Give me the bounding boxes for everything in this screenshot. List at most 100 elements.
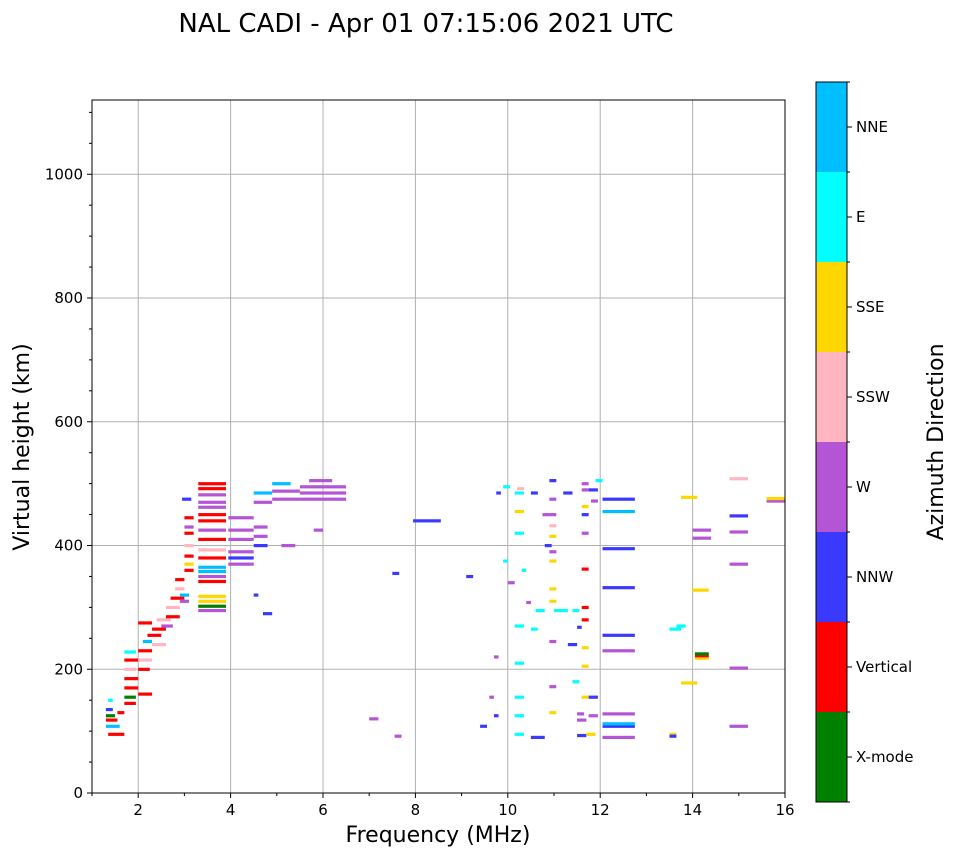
echo-segment-sse [549,711,557,715]
echo-segment-sse [766,496,785,501]
echo-segment-vertical [198,537,226,542]
echo-segment-nnw [729,514,749,518]
echo-segment-x-mode [124,695,136,699]
echo-segment-e [503,485,511,489]
y-tick-label: 200 [54,660,83,678]
echo-segment-sse [549,599,557,603]
echo-segment-nnw [602,724,635,728]
echo-segment-nnw [182,497,192,501]
echo-segment-vertical [105,718,118,722]
data-segments [105,477,785,740]
echo-segment-nnw [262,612,273,616]
echo-segment-vertical [138,621,153,625]
echo-segment-vertical [124,686,139,690]
echo-segment-w [198,608,226,613]
echo-segment-w [602,649,635,653]
echo-segment-e [676,624,686,628]
echo-segment-ssw [152,643,166,647]
echo-segment-w [272,489,300,493]
echo-segment-nnw [588,695,598,699]
echo-segment-vertical [581,567,589,571]
echo-segment-nnw [253,593,259,597]
echo-segment-nne [253,491,273,495]
colorbar-tick-label: NNE [856,118,888,136]
echo-segment-w [253,525,268,529]
echo-segment-vertical [198,556,226,560]
echo-segment-sse [669,732,677,736]
echo-segment-vertical [198,579,226,584]
echo-segment-vertical [184,516,194,520]
echo-segment-w [729,562,749,566]
x-tick-label: 4 [226,801,236,819]
echo-segment-sse [586,732,596,736]
echo-segment-nne [198,565,226,569]
echo-segment-nnw [581,513,589,517]
echo-segment-nnw [577,733,587,738]
echo-segment-w [590,499,598,503]
echo-segment-w [253,534,268,538]
y-axis-ticks: 0 200 400 600 800 1000 [45,111,92,802]
echo-segment-nne [105,724,120,728]
echo-segment-w [489,695,494,699]
echo-segment-w [577,718,587,722]
y-tick-label: 600 [54,413,83,431]
x-tick-label: 6 [318,801,328,819]
echo-segment-sse [581,695,589,699]
echo-segment-nne [142,639,153,644]
echo-segment-w [198,500,226,504]
echo-segment-vertical [198,513,226,517]
echo-segment-ssw [138,658,153,662]
echo-segment-w [198,493,226,497]
echo-segment-w [299,491,347,495]
echo-segment-nnw [228,556,254,560]
y-axis-label: Virtual height (km) [10,343,35,550]
echo-segment-vertical [198,482,226,486]
plot-frame [91,99,786,794]
echo-segment-w [198,528,226,532]
echo-segment-w [577,712,585,716]
echo-segment-vertical [138,692,153,696]
echo-segment-w [602,735,635,740]
echo-segment-nne [602,509,635,514]
echo-segment-e [514,661,524,665]
echo-segment-e [535,608,545,613]
echo-segment-w [179,599,190,603]
echo-segment-w [299,497,347,501]
echo-segment-vertical [124,658,139,662]
colorbar-swatch-x-mode [816,712,847,802]
colorbar-label: Azimuth Direction [924,343,949,540]
echo-segment-ssw [165,605,180,610]
echo-segment-vertical [165,615,180,619]
echo-segment-nnw [669,734,677,738]
echo-segment-w [549,513,557,517]
echo-segment-w [602,712,635,716]
echo-segment-nnw [392,571,400,576]
x-tick-label: 8 [411,801,421,819]
echo-segment-nne [198,569,226,574]
echo-segment-nnw [567,643,578,647]
echo-segment-w [369,717,379,721]
echo-segment-sse [198,594,226,598]
echo-segment-nne [602,722,635,726]
echo-segment-vertical [117,711,125,715]
echo-segment-nnw [602,497,635,501]
echo-segment-e [572,680,580,684]
echo-segment-e [514,714,524,718]
echo-segment-nnw [253,544,268,548]
echo-segment-w [228,537,254,542]
echo-segment-sse [549,534,557,538]
echo-segment-w [281,544,296,548]
echo-segment-sse [549,559,557,563]
echo-segment-vertical [147,633,162,637]
echo-segment-ssw [517,487,524,491]
echo-segment-sse [184,562,194,566]
echo-segment-e [124,650,136,654]
echo-segment-nnw [530,491,538,495]
colorbar-swatch-nne [816,82,847,172]
echo-segment-ssw [729,477,749,481]
echo-segment-w [549,497,557,501]
echo-segment-nnw [466,574,474,579]
colorbar-tick-label: E [856,208,865,226]
echo-segment-w [729,666,749,670]
